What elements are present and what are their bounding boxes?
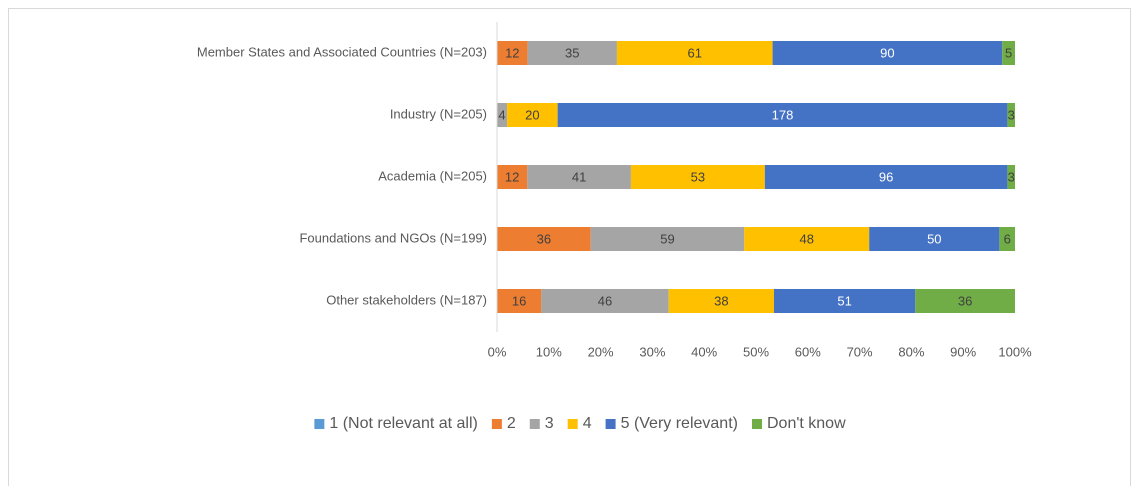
bar-segment xyxy=(541,289,669,313)
legend-swatch xyxy=(529,419,540,429)
x-tick-label: 90% xyxy=(950,344,976,359)
data-label: 12 xyxy=(505,45,519,60)
bar-segment xyxy=(869,227,1000,251)
x-tick-label: 10% xyxy=(536,344,562,359)
x-tick-label: 70% xyxy=(847,344,873,359)
legend-label: Don't know xyxy=(767,415,846,432)
legend-label: 2 xyxy=(507,415,516,432)
bar-segment xyxy=(557,103,1008,127)
bar-segment xyxy=(1002,41,1015,65)
data-label: 48 xyxy=(800,231,814,246)
bar-segment xyxy=(527,41,617,65)
data-label: 90 xyxy=(880,45,894,60)
data-label: 46 xyxy=(598,293,612,308)
data-label: 36 xyxy=(958,293,972,308)
legend-swatch xyxy=(567,419,578,429)
x-tick-label: 60% xyxy=(795,344,821,359)
data-label: 20 xyxy=(525,107,539,122)
y-tick-label: Foundations and NGOs (N=199) xyxy=(299,230,487,245)
x-tick-label: 100% xyxy=(998,344,1032,359)
bar-segment xyxy=(744,227,870,251)
bar-segment xyxy=(497,41,528,65)
data-label: 3 xyxy=(1008,107,1015,122)
data-label: 5 xyxy=(1005,45,1012,60)
x-tick-label: 50% xyxy=(743,344,769,359)
bar-segment xyxy=(497,165,528,189)
bar-segment xyxy=(668,289,775,313)
x-tick-label: 0% xyxy=(488,344,507,359)
bar-segment xyxy=(915,289,1015,313)
data-label: 38 xyxy=(714,293,728,308)
data-label: 59 xyxy=(660,231,674,246)
y-tick-label: Academia (N=205) xyxy=(378,168,487,183)
bar-segment xyxy=(616,41,773,65)
legend-swatch xyxy=(605,419,616,429)
bar-segment xyxy=(497,103,508,127)
legend-label: 3 xyxy=(545,415,554,432)
data-label: 3 xyxy=(1008,169,1015,184)
data-label: 4 xyxy=(498,107,505,122)
legend-label: 4 xyxy=(583,415,592,432)
x-tick-label: 80% xyxy=(898,344,924,359)
y-tick-label: Other stakeholders (N=187) xyxy=(326,292,487,307)
data-label: 41 xyxy=(572,169,586,184)
data-label: 96 xyxy=(879,169,893,184)
data-label: 178 xyxy=(772,107,794,122)
bar-segment xyxy=(507,103,558,127)
bar-segment xyxy=(1007,165,1015,189)
data-label: 6 xyxy=(1004,231,1011,246)
bar-segment xyxy=(497,227,591,251)
legend-swatch xyxy=(314,419,325,429)
bar-segment xyxy=(999,227,1015,251)
data-label: 12 xyxy=(505,169,519,184)
legend-label: 5 (Very relevant) xyxy=(621,415,738,432)
legend-swatch xyxy=(751,419,762,429)
data-label: 61 xyxy=(688,45,702,60)
y-tick-label: Member States and Associated Countries (… xyxy=(197,44,487,59)
data-label: 36 xyxy=(537,231,551,246)
data-label: 53 xyxy=(691,169,705,184)
legend-swatch xyxy=(491,419,502,429)
x-tick-label: 40% xyxy=(691,344,717,359)
data-label: 16 xyxy=(512,293,526,308)
bar-segment xyxy=(630,165,765,189)
bar-segment xyxy=(590,227,745,251)
data-label: 35 xyxy=(565,45,579,60)
legend-label: 1 (Not relevant at all) xyxy=(329,415,478,432)
bar-segment xyxy=(497,289,542,313)
data-label: 51 xyxy=(837,293,851,308)
bar-segment xyxy=(1007,103,1015,127)
x-tick-label: 30% xyxy=(639,344,665,359)
x-tick-label: 20% xyxy=(588,344,614,359)
bar-segment xyxy=(774,289,916,313)
bar-segment xyxy=(527,165,631,189)
y-tick-label: Industry (N=205) xyxy=(390,106,487,121)
bar-segment xyxy=(772,41,1003,65)
bar-segment xyxy=(764,165,1008,189)
data-label: 50 xyxy=(927,231,941,246)
